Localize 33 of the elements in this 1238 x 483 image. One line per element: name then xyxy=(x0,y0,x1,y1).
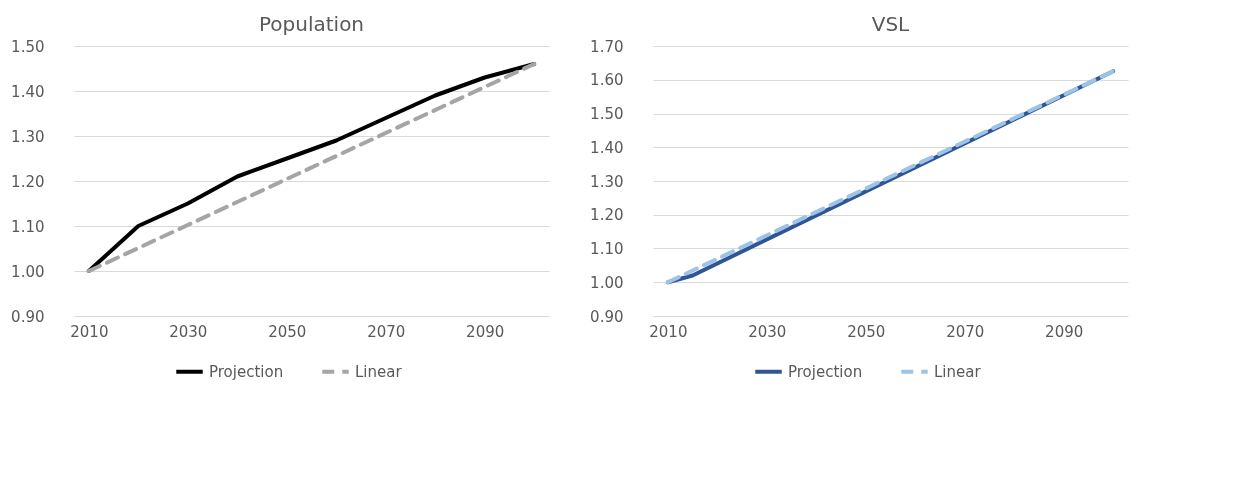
y-tick-label: 1.30 xyxy=(11,127,45,146)
line-series xyxy=(86,62,537,273)
x-tick-label: 2050 xyxy=(268,322,307,341)
legend-label: Projection xyxy=(209,362,284,381)
y-tick-label: 1.40 xyxy=(590,138,624,157)
y-tick-label: 1.20 xyxy=(11,172,45,191)
x-tick-label: 2090 xyxy=(466,322,505,341)
x-tick-label: 2050 xyxy=(847,322,886,341)
y-tick-label: 1.00 xyxy=(11,262,45,281)
chart-title: VSL xyxy=(871,12,911,36)
x-tick-label: 2030 xyxy=(169,322,208,341)
y-tick-label: 0.90 xyxy=(11,307,45,326)
y-tick-label: 1.30 xyxy=(590,172,624,191)
legend-label: Linear xyxy=(355,362,403,381)
legend-label: Projection xyxy=(788,362,863,381)
y-tick-label: 1.10 xyxy=(590,240,624,258)
x-tick-label: 2070 xyxy=(946,322,985,341)
y-tick-label: 1.50 xyxy=(11,37,45,56)
x-tick-label: 2070 xyxy=(367,322,406,341)
chart-title: Population xyxy=(258,12,365,36)
y-tick-label: 1.60 xyxy=(590,71,624,90)
y-tick-label: 1.50 xyxy=(590,105,624,123)
y-tick-label: 1.10 xyxy=(11,217,45,236)
x-tick-label: 2030 xyxy=(748,322,787,341)
y-tick-label: 1.00 xyxy=(590,273,624,292)
x-tick-label: 2010 xyxy=(649,322,688,341)
y-tick-label: 1.70 xyxy=(590,37,624,56)
y-tick-label: 1.20 xyxy=(590,206,624,225)
y-tick-label: 1.40 xyxy=(11,82,45,101)
x-tick-label: 2010 xyxy=(70,322,109,341)
y-tick-label: 0.90 xyxy=(590,307,624,326)
x-tick-label: 2090 xyxy=(1045,322,1084,341)
legend-label: Linear xyxy=(934,362,982,381)
